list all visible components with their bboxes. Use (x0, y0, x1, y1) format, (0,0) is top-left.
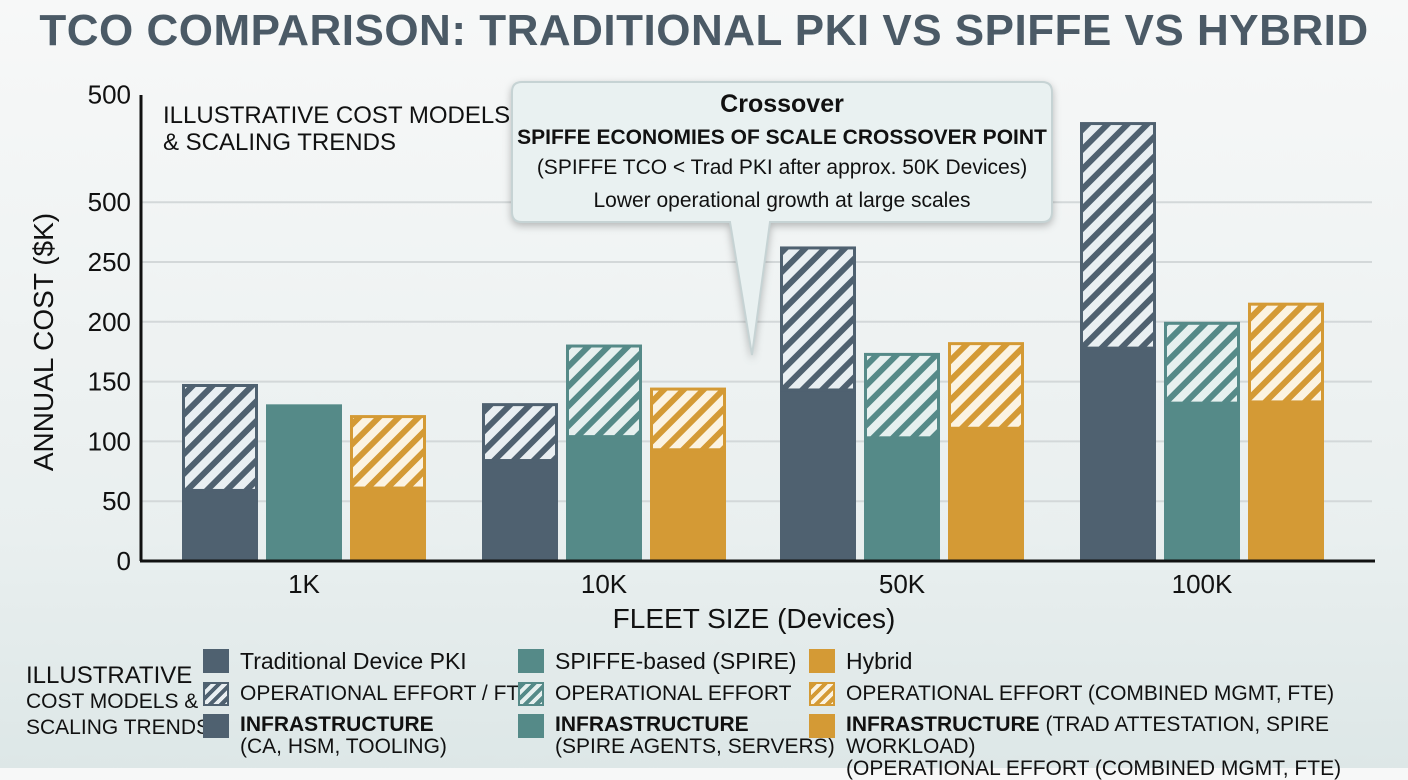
legend-title-line1: ILLUSTRATIVE (26, 662, 193, 689)
bar-infrastructure (350, 488, 426, 561)
y-tick-label: 200 (88, 307, 131, 337)
legend-trad-infra-label: INFRASTRUCTURE (240, 713, 434, 736)
legend-swatch-spiffe-infra (518, 714, 544, 738)
legend-hybrid-name: Hybrid (846, 648, 913, 674)
y-tick-label: 100 (88, 426, 131, 456)
bar-infrastructure (780, 389, 856, 561)
legend-hybrid-infra-detail2: (OPERATIONAL EFFORT (COMBINED MGMT, FTE) (846, 757, 1342, 780)
subtitle-line2: & SCALING TRENDS (163, 129, 396, 156)
legend-spiffe-op: OPERATIONAL EFFORT (555, 682, 792, 705)
bar-operational-effort (948, 342, 1024, 430)
bar-operational-effort (780, 246, 856, 392)
bar-operational-effort (182, 383, 258, 492)
legend-trad-op: OPERATIONAL EFFORT / FTE (240, 682, 534, 705)
legend-trad-infra: INFRASTRUCTURE (CA, HSM, TOOLING) (240, 714, 447, 758)
bar-operational-effort (864, 352, 940, 440)
legend-title-line3: SCALING TRENDS (26, 716, 210, 739)
bar-infrastructure (566, 436, 642, 561)
y-tick-label: 50 (102, 486, 131, 516)
legend-hybrid-infra-detail: (TRAD ATTESTATION, SPIRE WORKLOAD) (846, 713, 1330, 758)
legend-swatch-trad-infra (203, 714, 229, 738)
bar-operational-effort (1248, 302, 1324, 404)
bar-infrastructure (182, 490, 258, 561)
y-tick-label: 0 (117, 546, 131, 576)
legend-swatch-trad (203, 649, 229, 673)
bar-infrastructure (650, 449, 726, 561)
legend-swatch-spiffe (518, 649, 544, 673)
bar-operational-effort (650, 387, 726, 452)
y-tick-label: 250 (88, 247, 131, 277)
bar-operational-effort (566, 344, 642, 439)
legend-spiffe-infra-label: INFRASTRUCTURE (555, 713, 749, 736)
chart-title: TCO COMPARISON: TRADITIONAL PKI VS SPIFF… (39, 6, 1369, 55)
bar-operational-effort (1164, 321, 1240, 405)
crossover-callout: Crossover SPIFFE ECONOMIES OF SCALE CROS… (511, 81, 1053, 356)
bar-infrastructure (948, 428, 1024, 561)
x-tick-label: 50K (879, 569, 926, 599)
legend-trad-infra-detail: (CA, HSM, TOOLING) (240, 735, 447, 758)
legend-hybrid-op: OPERATIONAL EFFORT (COMBINED MGMT, FTE) (846, 682, 1335, 705)
x-tick-label: 10K (581, 569, 628, 599)
subtitle-line1: ILLUSTRATIVE COST MODELS (163, 102, 510, 129)
legend-swatch-trad-hatch (203, 682, 229, 706)
callout-line1: (SPIFFE TCO < Trad PKI after approx. 50K… (537, 156, 1027, 179)
legend-swatch-hybrid (809, 649, 835, 673)
bar-operational-effort (1080, 122, 1156, 350)
legend-title: ILLUSTRATIVE COST MODELS & SCALING TREND… (26, 663, 210, 741)
bar-operational-effort (350, 415, 426, 490)
y-tick-label: 500 (88, 187, 131, 217)
x-tick-label: 1K (288, 569, 320, 599)
bar-infrastructure (1164, 403, 1240, 561)
callout-line2: Lower operational growth at large scales (593, 189, 970, 212)
callout-title: Crossover (720, 90, 844, 118)
bar-infrastructure (1080, 348, 1156, 561)
legend-title-line2: COST MODELS & (26, 690, 199, 713)
x-axis-label: FLEET SIZE (Devices) (613, 603, 896, 634)
legend-swatch-spiffe-hatch (518, 682, 544, 706)
bar-infrastructure (864, 437, 940, 561)
callout-headline: SPIFFE ECONOMIES OF SCALE CROSSOVER POIN… (517, 126, 1047, 149)
y-tick-label: 500 (88, 80, 131, 110)
legend-spiffe-name: SPIFFE-based (SPIRE) (555, 648, 797, 674)
bar-operational-effort (482, 403, 558, 463)
y-axis-label: ANNUAL COST ($K) (28, 213, 59, 471)
legend-hybrid-infra-label: INFRASTRUCTURE (846, 713, 1040, 736)
bar-infrastructure (482, 460, 558, 561)
legend-hybrid-infra: INFRASTRUCTURE (TRAD ATTESTATION, SPIRE … (846, 714, 1408, 780)
legend-trad-name: Traditional Device PKI (240, 648, 467, 674)
bar-infrastructure (1248, 401, 1324, 561)
y-tick-label: 150 (88, 367, 131, 397)
x-tick-label: 100K (1172, 569, 1233, 599)
legend-spiffe-infra: INFRASTRUCTURE (SPIRE AGENTS, SERVERS) (555, 714, 835, 758)
legend-swatch-hybrid-hatch (809, 682, 835, 706)
legend-swatch-hybrid-infra (809, 714, 835, 738)
legend-spiffe-infra-detail: (SPIRE AGENTS, SERVERS) (555, 735, 835, 758)
bar-infrastructure (266, 404, 342, 561)
